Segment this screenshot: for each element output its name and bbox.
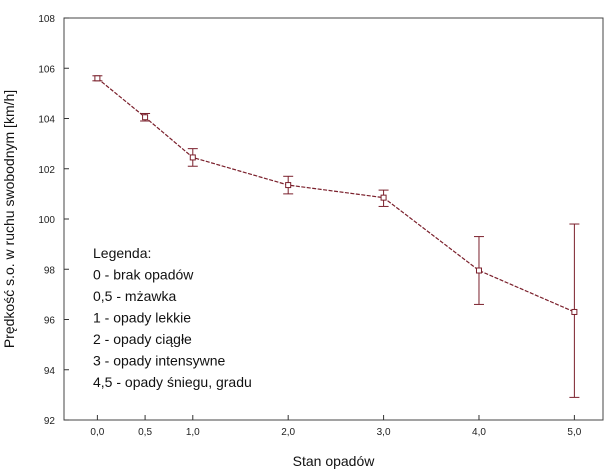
y-tick-label: 96 (44, 316, 56, 327)
y-tick-label: 108 (38, 14, 55, 25)
y-tick-label: 94 (44, 366, 56, 377)
legend: Legenda: 0 - brak opadów 0,5 - mżawka 1 - … (93, 245, 252, 390)
y-tick-label: 102 (38, 165, 55, 176)
data-point (285, 182, 292, 189)
x-axis-ticks: 0,0 0,5 1,0 2,0 3,0 4,0 5,0 (90, 415, 582, 438)
legend-item: 4,5 - opady śniegu, gradu (93, 374, 252, 390)
x-axis-label: Stan opadów (293, 453, 376, 469)
y-tick-label: 106 (38, 64, 55, 75)
y-tick-label: 92 (44, 416, 56, 427)
y-tick-label: 100 (38, 215, 55, 226)
x-tick-label: 1,0 (186, 427, 200, 438)
x-tick-label: 2,0 (281, 427, 295, 438)
legend-title: Legenda: (93, 245, 151, 261)
legend-item: 3 - opady intensywne (93, 353, 226, 369)
x-tick-label: 4,0 (472, 427, 486, 438)
data-point (94, 75, 101, 82)
y-axis-label: Prędkość s.o. w ruchu swobodnym [km/h] (1, 90, 17, 348)
data-point (380, 194, 387, 201)
x-tick-label: 5,0 (567, 427, 581, 438)
data-point (475, 267, 482, 274)
y-axis-ticks: 92 94 96 98 100 102 104 106 108 (38, 14, 69, 427)
data-series (92, 75, 580, 398)
x-tick-label: 3,0 (377, 427, 391, 438)
y-tick-label: 104 (38, 115, 55, 126)
x-tick-label: 0,0 (90, 427, 104, 438)
x-tick-label: 0,5 (138, 427, 152, 438)
data-point (571, 308, 578, 315)
legend-item: 0 - brak opadów (93, 267, 194, 283)
legend-item: 0,5 - mżawka (93, 288, 176, 304)
y-tick-label: 98 (44, 265, 56, 276)
legend-item: 2 - opady ciągłe (93, 331, 192, 347)
data-point (142, 114, 149, 121)
data-point (189, 154, 196, 161)
legend-item: 1 - opady lekkie (93, 310, 191, 326)
